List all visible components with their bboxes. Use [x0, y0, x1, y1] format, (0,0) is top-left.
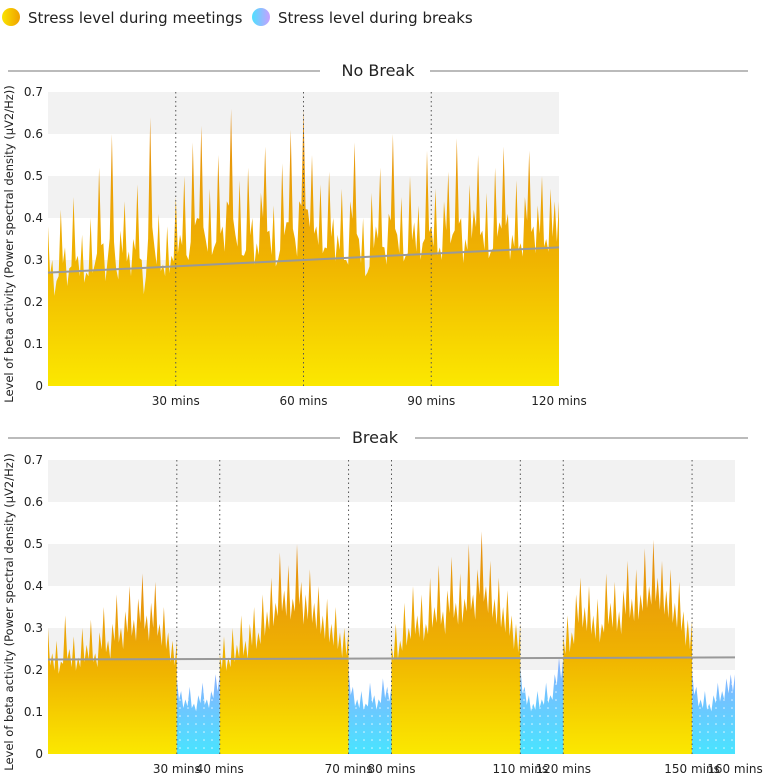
trend-line	[47, 656, 736, 661]
trend-line	[47, 246, 560, 274]
x-tick-label: 30 mins	[153, 762, 201, 775]
y-tick-label: 0.3	[24, 253, 43, 267]
y-tick-label: 0.7	[24, 453, 43, 467]
meeting-area	[48, 108, 559, 387]
y-tick-label: 0.2	[24, 663, 43, 677]
x-tick-label: 80 mins	[368, 762, 416, 775]
legend-swatch-breaks	[252, 8, 270, 26]
break-area-dots	[692, 670, 735, 754]
chart-no-break: No Break 0 0.1 0.2 0.3 0.4 0.5 0.6 0.7 30 mins 60 …	[2, 61, 748, 408]
legend-swatch-meetings	[2, 8, 20, 26]
y-tick-label: 0	[35, 379, 43, 393]
x-tick-label: 40 mins	[196, 762, 244, 775]
y-tick-label: 0.1	[24, 337, 43, 351]
y-tick-label: 0.2	[24, 295, 43, 309]
meeting-area	[219, 544, 349, 754]
x-tick-label: 70 mins	[325, 762, 373, 775]
y-tick-label: 0.4	[24, 579, 43, 593]
x-tick-label: 60 mins	[280, 394, 328, 408]
legend-label-breaks: Stress level during breaks	[278, 9, 473, 27]
legend-label-meetings: Stress level during meetings	[28, 9, 243, 27]
y-axis-label: Level of beta activity (Power spectral d…	[2, 453, 16, 770]
meeting-area	[391, 531, 521, 754]
x-tick-label: 150 mins	[664, 762, 720, 775]
legend: Stress level during meetings Stress leve…	[2, 8, 473, 27]
x-tick-label: 160 mins	[707, 762, 763, 775]
y-tick-label: 0.3	[24, 621, 43, 635]
y-tick-label: 0.5	[24, 537, 43, 551]
grid-band	[48, 460, 735, 502]
y-tick-label: 0	[35, 747, 43, 761]
x-tick-label: 110 mins	[493, 762, 549, 775]
x-tick-label: 120 mins	[531, 394, 587, 408]
y-tick-label: 0.6	[24, 127, 43, 141]
chart-title: No Break	[342, 61, 416, 80]
chart-title: Break	[352, 428, 399, 447]
break-area-dots	[348, 670, 392, 754]
y-tick-label: 0.5	[24, 169, 43, 183]
y-tick-label: 0.7	[24, 85, 43, 99]
break-area-dots	[520, 657, 564, 754]
break-area-dots	[176, 674, 220, 754]
y-tick-label: 0.6	[24, 495, 43, 509]
x-tick-label: 120 mins	[535, 762, 591, 775]
y-axis-label: Level of beta activity (Power spectral d…	[2, 85, 16, 402]
y-tick-label: 0.1	[24, 705, 43, 719]
x-tick-label: 90 mins	[407, 394, 455, 408]
meeting-area	[48, 573, 177, 754]
y-tick-label: 0.4	[24, 211, 43, 225]
meeting-area	[563, 539, 693, 754]
x-tick-label: 30 mins	[152, 394, 200, 408]
